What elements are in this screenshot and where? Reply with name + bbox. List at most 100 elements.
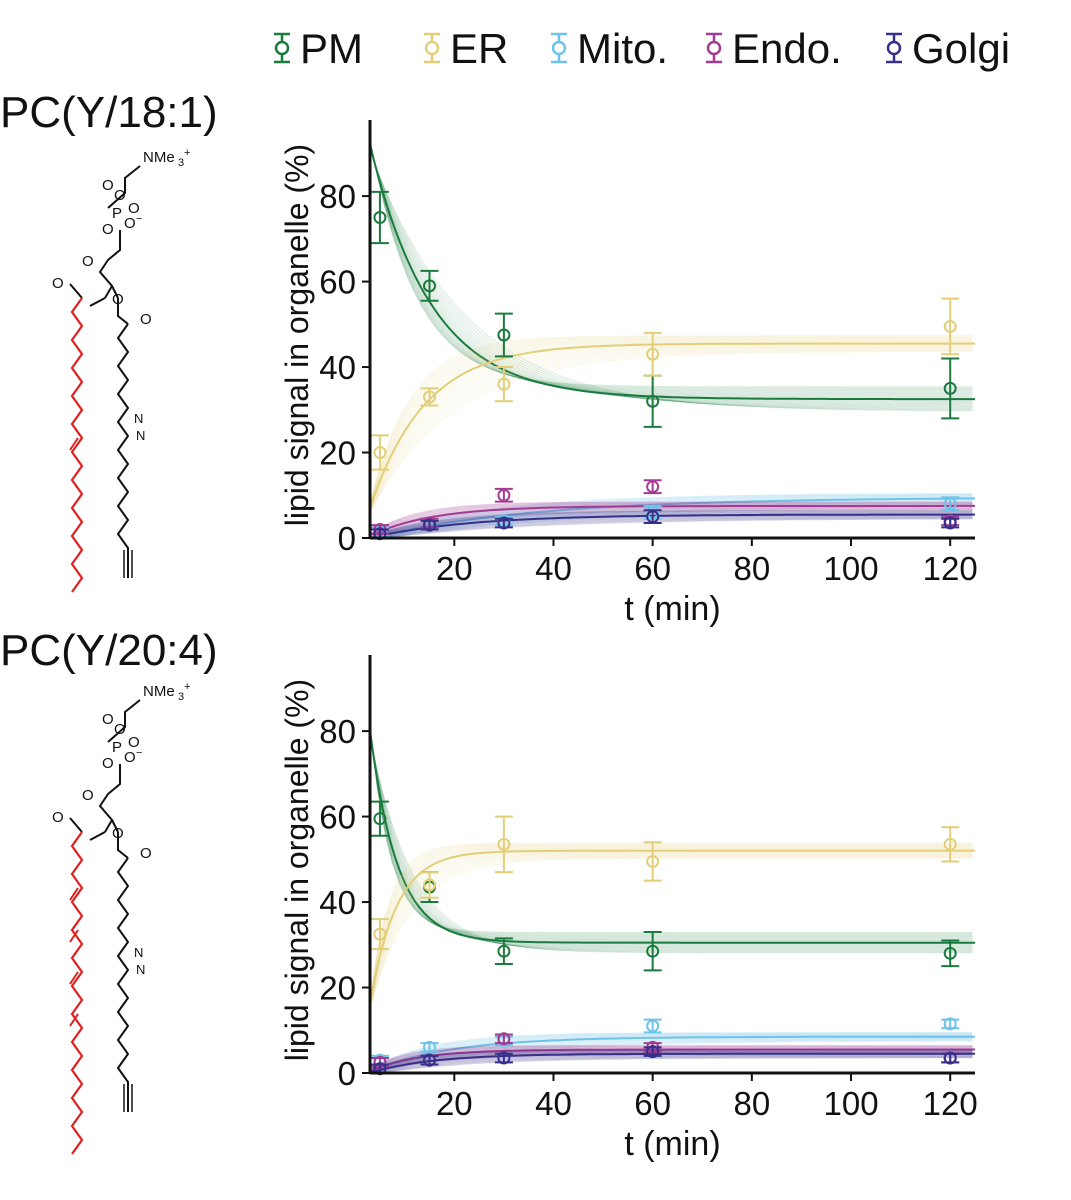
fit-trace — [369, 1033, 973, 1070]
data-point — [643, 1018, 662, 1034]
panel-title-top: PC(Y/18:1) — [0, 88, 218, 137]
fit-trace — [369, 138, 973, 388]
fit-trace — [369, 725, 973, 933]
data-point — [494, 516, 513, 530]
fit-trace — [369, 1054, 973, 1074]
data-point — [420, 269, 439, 302]
data-point — [643, 374, 662, 428]
fit-trace — [369, 139, 973, 390]
svg-text:O: O — [52, 275, 64, 292]
fit-trace — [369, 511, 973, 537]
fit-trace — [369, 506, 973, 537]
svg-text:O: O — [112, 825, 124, 842]
fit-trace — [369, 145, 973, 403]
x-tick-label: 120 — [923, 550, 978, 587]
fit-trace — [369, 1032, 973, 1070]
svg-text:−: − — [136, 213, 142, 225]
fit-trace — [369, 1049, 973, 1072]
fit-trace — [369, 516, 973, 539]
fit-trace — [369, 844, 973, 1002]
svg-text:NMe: NMe — [143, 683, 175, 700]
fit-trace — [369, 1056, 973, 1074]
data-point — [370, 918, 389, 951]
fit-line — [369, 513, 976, 539]
fit-trace — [369, 734, 973, 950]
svg-text:O: O — [124, 215, 136, 232]
fit-trace — [369, 515, 973, 539]
svg-text:O: O — [102, 221, 114, 238]
fit-trace — [369, 1051, 973, 1073]
fit-trace — [369, 844, 973, 1002]
x-tick-label: 60 — [634, 550, 671, 587]
fit-pm — [369, 725, 975, 954]
fit-trace — [369, 140, 973, 391]
data-point — [494, 937, 513, 966]
x-tick-label: 80 — [733, 550, 770, 587]
fit-trace — [369, 1037, 973, 1072]
y-tick-label: 80 — [319, 178, 356, 215]
fit-trace — [370, 518, 973, 539]
legend-item-golgi: Golgi — [886, 25, 1010, 72]
y-tick-label: 80 — [319, 713, 356, 750]
data-point — [370, 800, 389, 837]
y-tick-label: 60 — [319, 264, 356, 301]
fit-trace — [369, 727, 973, 937]
data-point — [941, 1017, 960, 1031]
fit-trace — [369, 853, 973, 1007]
fit-trace — [369, 846, 973, 1003]
fit-trace — [369, 1052, 973, 1073]
fit-trace — [369, 728, 973, 939]
svg-text:O: O — [114, 721, 126, 738]
fit-trace — [369, 349, 973, 512]
svg-text:O: O — [128, 200, 140, 217]
fit-trace — [369, 1055, 973, 1074]
svg-text:O: O — [124, 749, 136, 766]
data-point — [370, 434, 389, 471]
fit-trace — [369, 854, 973, 1007]
y-tick-label: 20 — [319, 970, 356, 1007]
svg-text:NMe: NMe — [143, 149, 175, 166]
fit-trace — [370, 518, 973, 539]
fit-trace — [369, 729, 973, 940]
fit-trace — [369, 346, 973, 510]
fit-trace — [369, 848, 973, 1004]
fit-trace — [369, 1033, 973, 1070]
fit-trace — [369, 508, 973, 538]
svg-text:P: P — [112, 739, 122, 756]
fit-trace — [369, 1044, 973, 1070]
svg-text:O: O — [82, 787, 94, 804]
fit-trace — [369, 852, 973, 1006]
fit-trace — [369, 847, 973, 1004]
data-point — [420, 1053, 439, 1067]
legend-label: Mito. — [577, 25, 668, 72]
svg-text:N: N — [134, 411, 143, 426]
fit-line — [369, 342, 975, 509]
fit-trace — [369, 496, 973, 538]
fit-trace — [369, 502, 973, 535]
fit-trace — [369, 730, 973, 943]
fit-trace — [369, 144, 973, 401]
fit-trace — [369, 348, 973, 511]
fit-trace — [369, 1051, 973, 1073]
fit-trace — [369, 139, 973, 389]
fit-trace — [369, 733, 973, 948]
fit-trace — [369, 501, 973, 535]
fit-trace — [369, 339, 973, 507]
fit-trace — [369, 1046, 973, 1070]
fit-trace — [370, 501, 973, 539]
svg-text:O: O — [102, 177, 114, 194]
fit-trace — [369, 855, 973, 1008]
data-point — [941, 496, 960, 512]
fit-trace — [369, 511, 973, 538]
x-tick-label: 80 — [733, 1085, 770, 1122]
svg-text:N: N — [136, 428, 145, 443]
fit-trace — [369, 730, 973, 942]
y-tick-label: 0 — [338, 520, 356, 557]
svg-text:+: + — [184, 681, 190, 693]
fit-trace — [369, 509, 973, 539]
svg-text:N: N — [136, 962, 145, 977]
fit-trace — [369, 1050, 973, 1072]
fit-trace — [369, 1039, 973, 1074]
fit-trace — [369, 732, 973, 946]
legend-item-mito: Mito. — [551, 25, 668, 72]
